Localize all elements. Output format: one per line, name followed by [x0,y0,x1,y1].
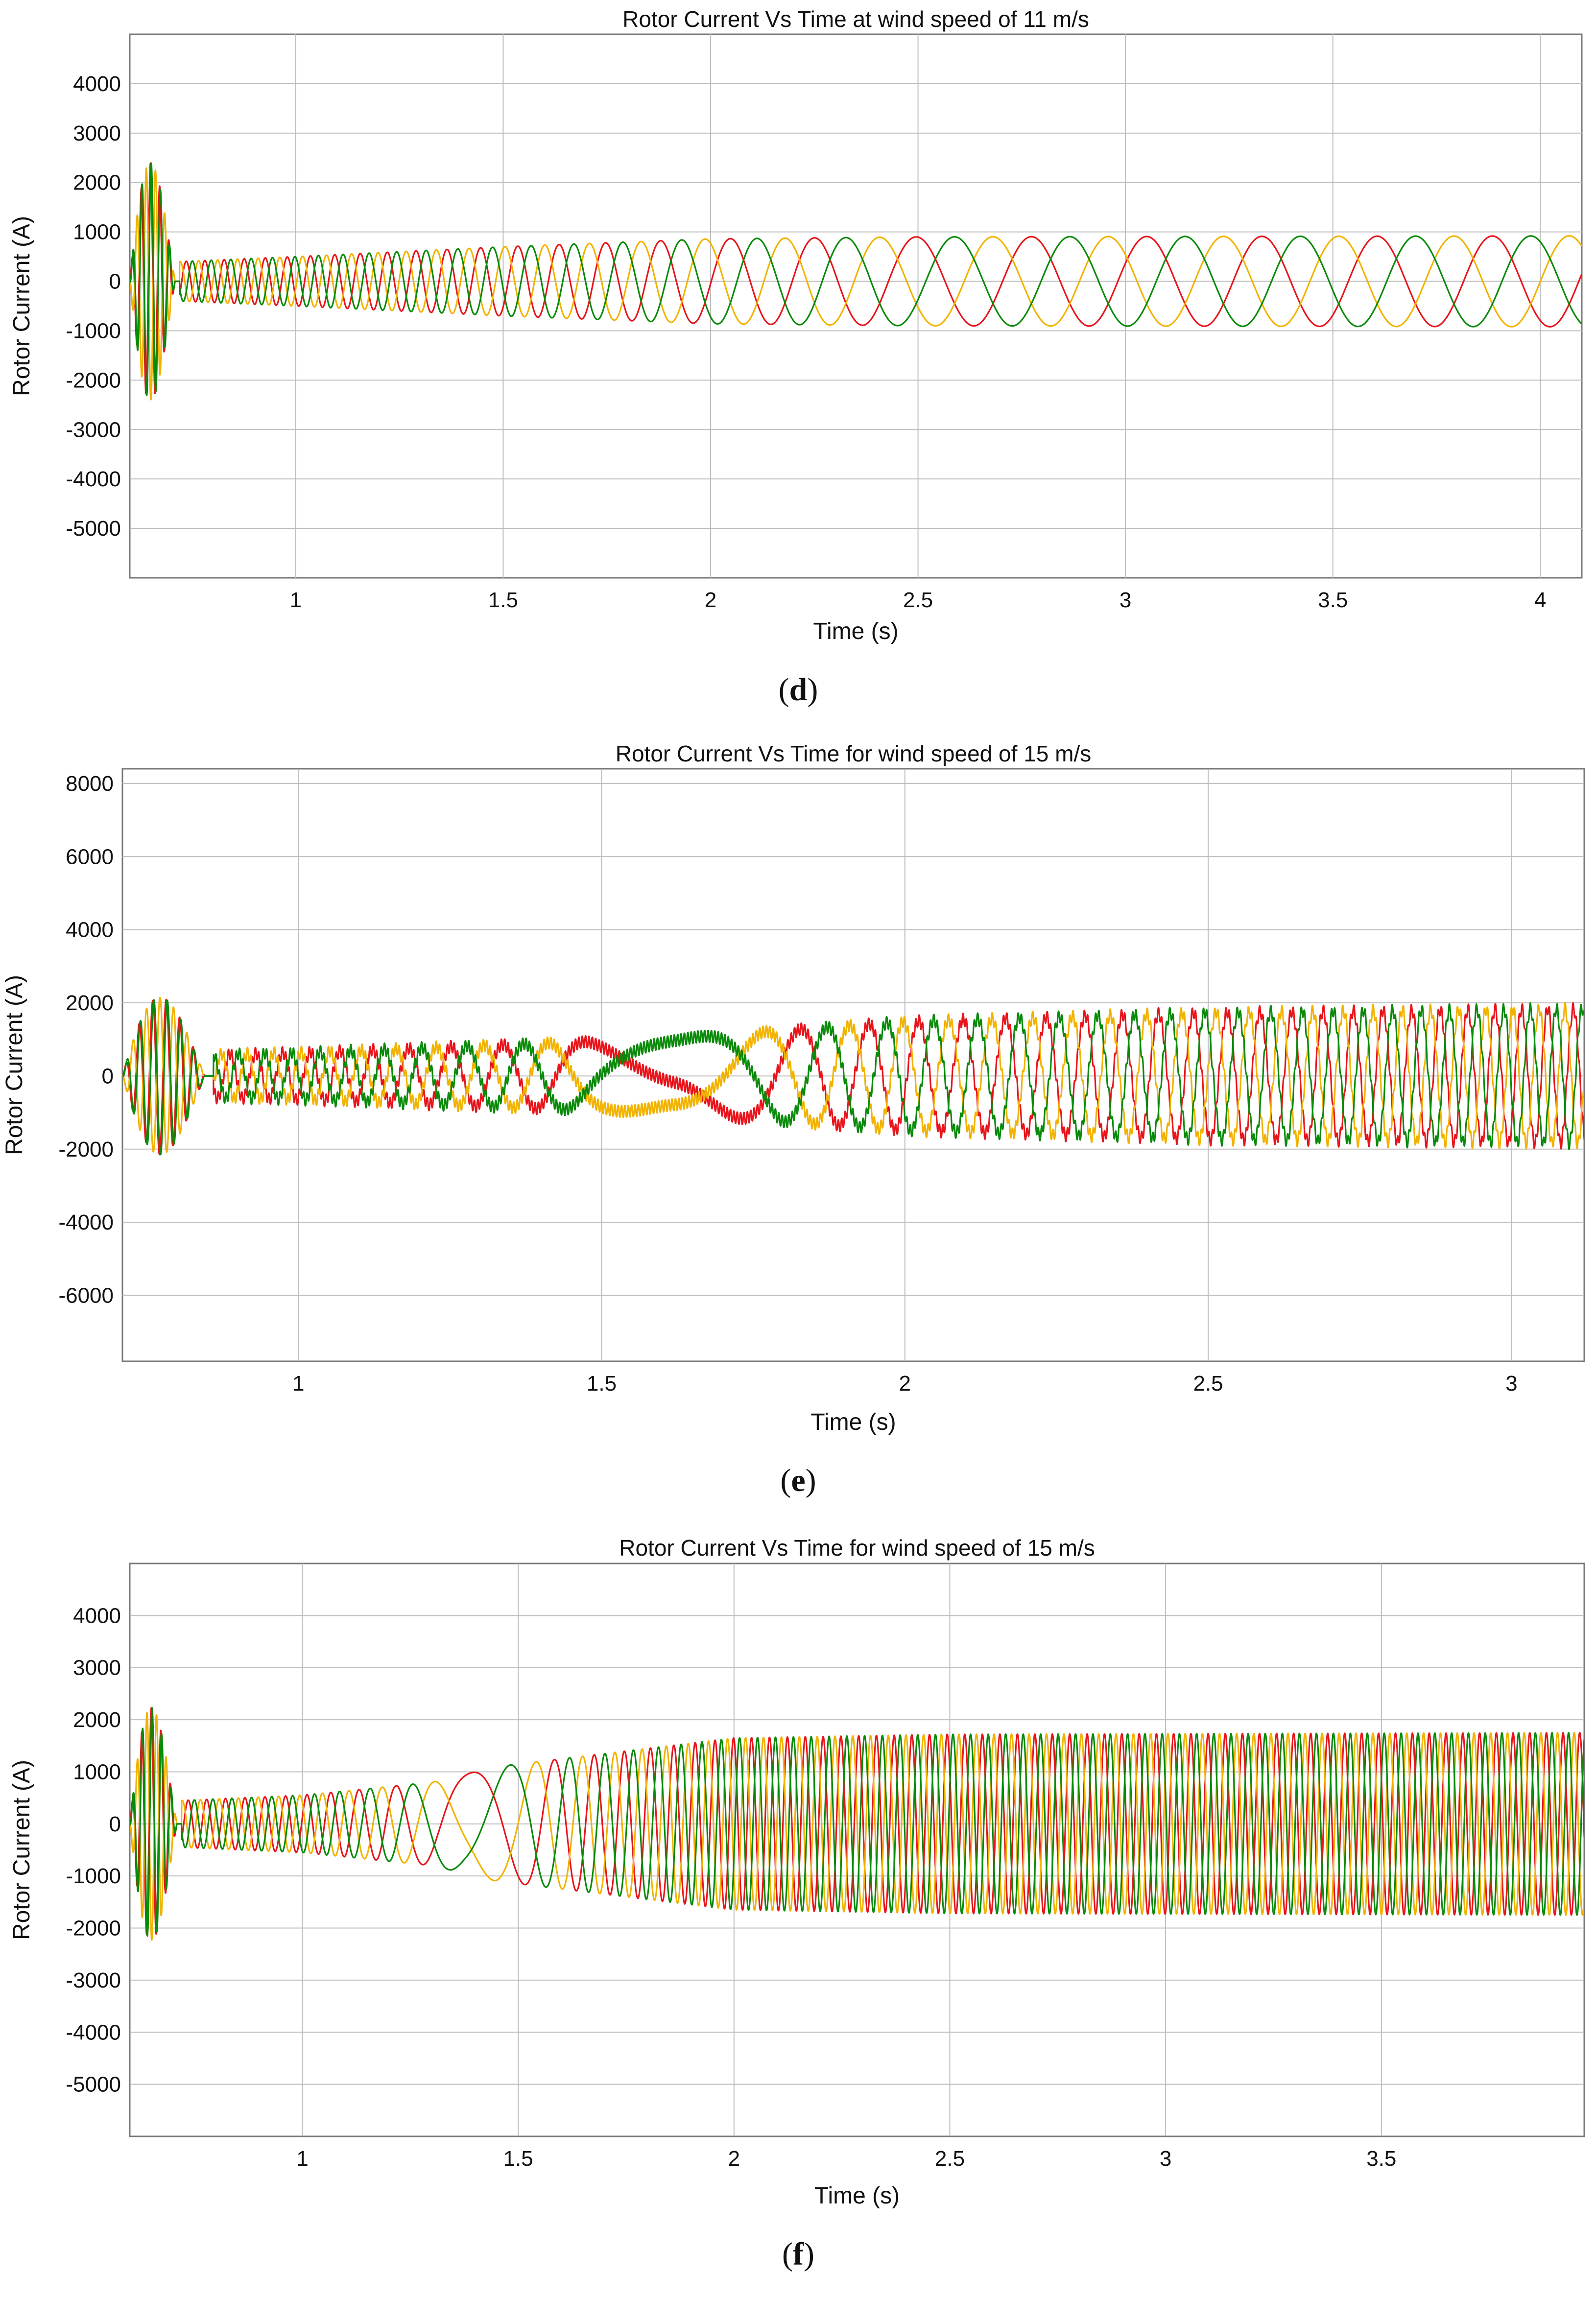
series-line-phase-c [130,162,1582,397]
y-tick-label: 0 [109,1812,121,1836]
y-tick-label: 8000 [66,772,114,796]
x-tick-label: 2 [899,1372,911,1396]
y-axis-label: Rotor Current (A) [1,975,27,1155]
y-tick-label: -3000 [66,1968,121,1992]
x-tick-label: 1 [296,2147,308,2171]
y-tick-label: 3000 [73,1656,121,1680]
x-tick-label: 1.5 [587,1372,617,1396]
y-tick-label: -1000 [66,1864,121,1888]
y-axis-label: Rotor Current (A) [9,1760,35,1940]
panel-caption: (d) [779,672,818,708]
panel-caption: (f) [782,2236,814,2272]
x-axis-label: Time (s) [814,2183,900,2209]
y-tick-label: -2000 [66,368,121,392]
chart-panel-e: 1 1.5 2 2.5 3 8000 6000 4000 2000 0 -2000 -4000 -600… [1,741,1585,1498]
y-tick-label: 2000 [73,171,121,195]
series-line-phase-c [130,1707,1584,1937]
x-tick-label: 3 [1160,2147,1171,2171]
x-tick-label: 2 [728,2147,740,2171]
x-tick-label: 2.5 [1193,1372,1223,1396]
chart-panel-d: 1 1.5 2 2.5 3 3.5 4 4000 3000 2000 1000 0 -1000 -2000… [9,6,1583,708]
x-tick-label: 3 [1120,588,1131,612]
series-line-phase-b [130,1712,1584,1941]
x-tick-label: 4 [1534,588,1546,612]
chart-title: Rotor Current Vs Time for wind speed of … [619,1535,1095,1561]
x-tick-label: 1 [292,1372,304,1396]
y-tick-label: 2000 [73,1708,121,1732]
x-tick-label: 2.5 [903,588,933,612]
x-axis-label: Time (s) [810,1409,896,1435]
y-tick-label: 0 [102,1064,114,1088]
plot-area [129,33,1583,579]
y-tick-label: 0 [109,270,121,294]
x-axis-label: Time (s) [813,618,898,644]
y-tick-label: -3000 [66,418,121,442]
y-tick-label: -4000 [58,1210,114,1234]
y-tick-label: 2000 [66,991,114,1015]
y-tick-label: -5000 [66,517,121,541]
y-tick-label: 4000 [73,1604,121,1628]
y-tick-label: 4000 [66,918,114,942]
y-tick-label: -2000 [58,1137,114,1161]
x-tick-label: 3.5 [1318,588,1348,612]
y-tick-label: 6000 [66,845,114,869]
x-tick-label: 1.5 [488,588,518,612]
chart-title: Rotor Current Vs Time at wind speed of 1… [622,6,1089,32]
x-tick-label: 2.5 [935,2147,965,2171]
y-tick-label: -4000 [66,467,121,491]
y-axis-label: Rotor Current (A) [9,216,35,396]
plot-area [121,768,1585,1362]
y-tick-label: 1000 [73,1760,121,1784]
chart-panel-f: 1 1.5 2 2.5 3 3.5 4000 3000 2000 1000 0 -1000 -2000 -… [9,1535,1585,2272]
series-line-phase-c [122,999,1584,1156]
series-line-phase-b [130,167,1582,401]
x-tick-label: 3.5 [1366,2147,1396,2171]
series-group [130,1707,1584,1941]
x-tick-label: 2 [705,588,716,612]
y-tick-label: -2000 [66,1917,121,1941]
series-line-phase-b [122,996,1584,1153]
x-tick-label: 1 [290,588,302,612]
y-tick-label: -5000 [66,2073,121,2097]
y-tick-label: 3000 [73,121,121,145]
x-tick-label: 3 [1505,1372,1517,1396]
y-tick-label: -4000 [66,2020,121,2044]
series-group [122,996,1584,1156]
panel-caption: (e) [780,1463,816,1498]
y-tick-label: 1000 [73,220,121,244]
y-tick-label: -1000 [66,319,121,343]
series-line-phase-a [130,162,1582,395]
y-tick-label: 4000 [73,72,121,96]
y-tick-label: -6000 [58,1284,114,1308]
chart-title: Rotor Current Vs Time for wind speed of … [616,741,1092,766]
series-group [130,162,1582,401]
x-tick-label: 1.5 [503,2147,533,2171]
